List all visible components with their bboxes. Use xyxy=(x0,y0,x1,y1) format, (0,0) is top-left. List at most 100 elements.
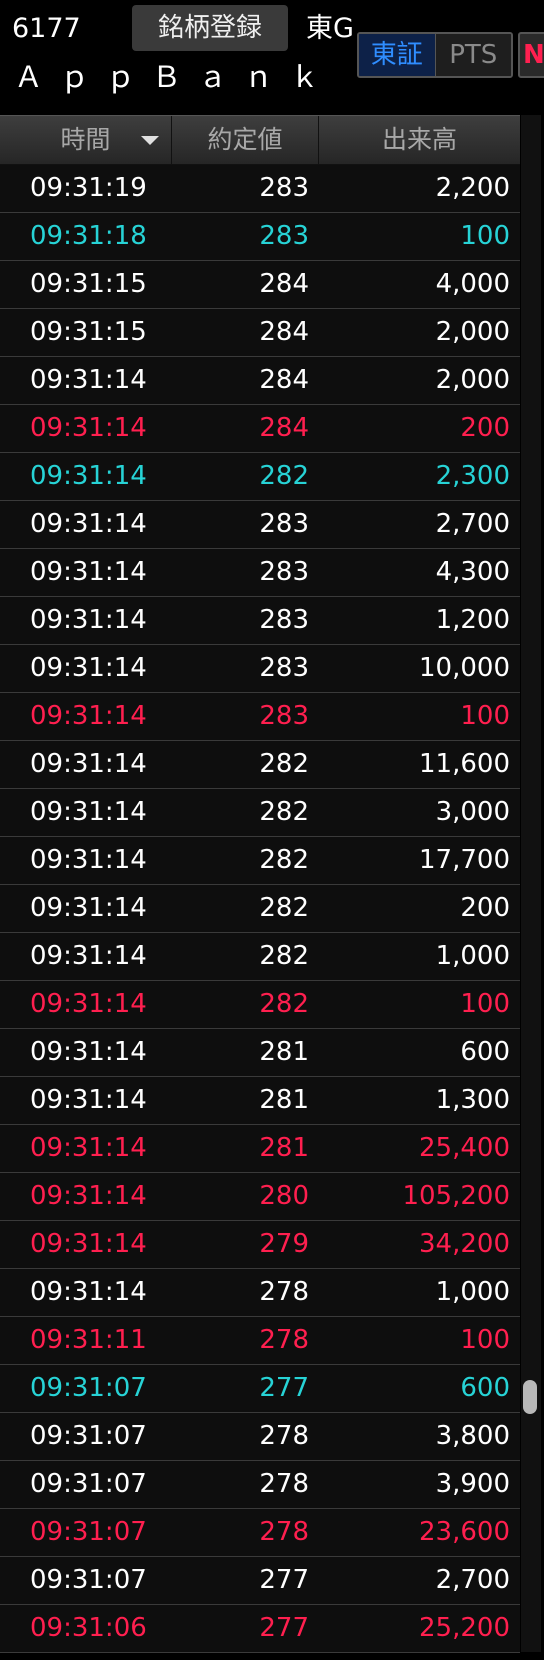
scrollbar-track[interactable] xyxy=(521,115,541,1652)
table-row[interactable]: 09:31:06 277 25,200 xyxy=(0,1605,520,1653)
trade-price: 278 xyxy=(259,1325,309,1355)
trade-price: 277 xyxy=(259,1373,309,1403)
table-row[interactable]: 09:31:19 283 2,200 xyxy=(0,165,520,213)
trade-volume: 200 xyxy=(460,413,510,443)
table-header: 時間 約定値 出来高 xyxy=(0,115,520,165)
next-tab-button[interactable]: N xyxy=(518,32,544,78)
column-header-time[interactable]: 時間 xyxy=(0,116,172,164)
trade-volume: 34,200 xyxy=(419,1229,510,1259)
trade-volume: 2,700 xyxy=(435,509,510,539)
table-row[interactable]: 09:31:07 278 3,800 xyxy=(0,1413,520,1461)
vertical-scrollbar[interactable] xyxy=(520,115,544,1660)
trade-time: 09:31:14 xyxy=(30,509,147,539)
trade-price: 278 xyxy=(259,1469,309,1499)
table-row[interactable]: 09:31:14 284 2,000 xyxy=(0,357,520,405)
trade-volume: 3,800 xyxy=(435,1421,510,1451)
trade-volume: 4,000 xyxy=(435,269,510,299)
trade-time: 09:31:07 xyxy=(30,1517,147,1547)
trade-volume: 2,000 xyxy=(435,317,510,347)
trade-price: 281 xyxy=(259,1133,309,1163)
trade-price: 282 xyxy=(259,893,309,923)
table-row[interactable]: 09:31:18 283 100 xyxy=(0,213,520,261)
column-header-price[interactable]: 約定値 xyxy=(172,116,319,164)
table-row[interactable]: 09:31:15 284 4,000 xyxy=(0,261,520,309)
table-row[interactable]: 09:31:14 282 1,000 xyxy=(0,933,520,981)
trade-time: 09:31:14 xyxy=(30,1181,147,1211)
table-row[interactable]: 09:31:14 282 17,700 xyxy=(0,837,520,885)
trade-volume: 105,200 xyxy=(402,1181,510,1211)
table-row[interactable]: 09:31:14 282 100 xyxy=(0,981,520,1029)
trade-time: 09:31:07 xyxy=(30,1373,147,1403)
table-row[interactable]: 09:31:07 277 600 xyxy=(0,1365,520,1413)
table-row[interactable]: 09:31:14 282 200 xyxy=(0,885,520,933)
trade-price: 284 xyxy=(259,413,309,443)
trade-price: 283 xyxy=(259,173,309,203)
table-row[interactable]: 09:31:07 278 3,900 xyxy=(0,1461,520,1509)
table-row[interactable]: 09:31:14 282 2,300 xyxy=(0,453,520,501)
trade-time: 09:31:14 xyxy=(30,749,147,779)
trade-time: 09:31:14 xyxy=(30,989,147,1019)
table-row[interactable]: 09:31:14 282 11,600 xyxy=(0,741,520,789)
trade-price: 282 xyxy=(259,989,309,1019)
table-row[interactable]: 09:31:14 283 4,300 xyxy=(0,549,520,597)
table-row[interactable]: 09:31:11 278 100 xyxy=(0,1317,520,1365)
table-row[interactable]: 09:31:14 278 1,000 xyxy=(0,1269,520,1317)
trade-time: 09:31:14 xyxy=(30,557,147,587)
trade-time: 09:31:14 xyxy=(30,461,147,491)
trade-volume: 1,000 xyxy=(435,941,510,971)
trade-volume: 3,000 xyxy=(435,797,510,827)
trade-time: 09:31:11 xyxy=(30,1325,147,1355)
market-label: 東G xyxy=(306,13,354,44)
trade-time: 09:31:15 xyxy=(30,317,147,347)
trade-price: 284 xyxy=(259,317,309,347)
trade-volume: 23,600 xyxy=(419,1517,510,1547)
trade-price: 281 xyxy=(259,1037,309,1067)
trade-time: 09:31:15 xyxy=(30,269,147,299)
trade-price: 284 xyxy=(259,269,309,299)
trade-price: 282 xyxy=(259,941,309,971)
table-row[interactable]: 09:31:07 278 23,600 xyxy=(0,1509,520,1557)
table-row[interactable]: 09:31:14 279 34,200 xyxy=(0,1221,520,1269)
table-row[interactable]: 09:31:14 283 10,000 xyxy=(0,645,520,693)
trade-time: 09:31:14 xyxy=(30,1277,147,1307)
trade-price: 282 xyxy=(259,461,309,491)
table-row[interactable]: 09:31:14 283 1,200 xyxy=(0,597,520,645)
table-row[interactable]: 09:31:14 283 100 xyxy=(0,693,520,741)
table-row[interactable]: 09:31:14 282 3,000 xyxy=(0,789,520,837)
exchange-option-pts[interactable]: PTS xyxy=(435,34,511,76)
trade-price: 280 xyxy=(259,1181,309,1211)
trade-price: 283 xyxy=(259,221,309,251)
table-row[interactable]: 09:31:14 281 25,400 xyxy=(0,1125,520,1173)
trade-price: 283 xyxy=(259,557,309,587)
tick-table: 時間 約定値 出来高 09:31:19 283 2,200 09:31:18 283 10… xyxy=(0,115,520,1660)
trade-volume: 100 xyxy=(460,989,510,1019)
column-header-volume[interactable]: 出来高 xyxy=(381,125,457,154)
trade-price: 277 xyxy=(259,1565,309,1595)
trade-volume: 100 xyxy=(460,1325,510,1355)
register-stock-button[interactable]: 銘柄登録 xyxy=(132,5,288,51)
trade-volume: 2,200 xyxy=(435,173,510,203)
trade-time: 09:31:14 xyxy=(30,605,147,635)
trade-volume: 100 xyxy=(460,221,510,251)
trade-volume: 3,900 xyxy=(435,1469,510,1499)
table-row[interactable]: 09:31:15 284 2,000 xyxy=(0,309,520,357)
trade-price: 282 xyxy=(259,797,309,827)
trade-time: 09:31:14 xyxy=(30,653,147,683)
exchange-option-tse[interactable]: 東証 xyxy=(359,34,436,76)
table-row[interactable]: 09:31:14 280 105,200 xyxy=(0,1173,520,1221)
table-row[interactable]: 09:31:14 284 200 xyxy=(0,405,520,453)
scrollbar-thumb[interactable] xyxy=(523,1380,537,1414)
trade-volume: 11,600 xyxy=(419,749,510,779)
table-row[interactable]: 09:31:14 281 600 xyxy=(0,1029,520,1077)
trade-volume: 100 xyxy=(460,701,510,731)
table-row[interactable]: 09:31:14 283 2,700 xyxy=(0,501,520,549)
stock-header: 6177 銘柄登録 東G ＡｐｐＢａｎｋ 東証 PTS N xyxy=(0,0,544,115)
trade-time: 09:31:18 xyxy=(30,221,147,251)
trade-time: 09:31:14 xyxy=(30,413,147,443)
trade-price: 279 xyxy=(259,1229,309,1259)
trade-volume: 25,400 xyxy=(419,1133,510,1163)
sort-descending-icon[interactable] xyxy=(141,136,159,145)
table-row[interactable]: 09:31:07 277 2,700 xyxy=(0,1557,520,1605)
trade-time: 09:31:19 xyxy=(30,173,147,203)
table-row[interactable]: 09:31:14 281 1,300 xyxy=(0,1077,520,1125)
